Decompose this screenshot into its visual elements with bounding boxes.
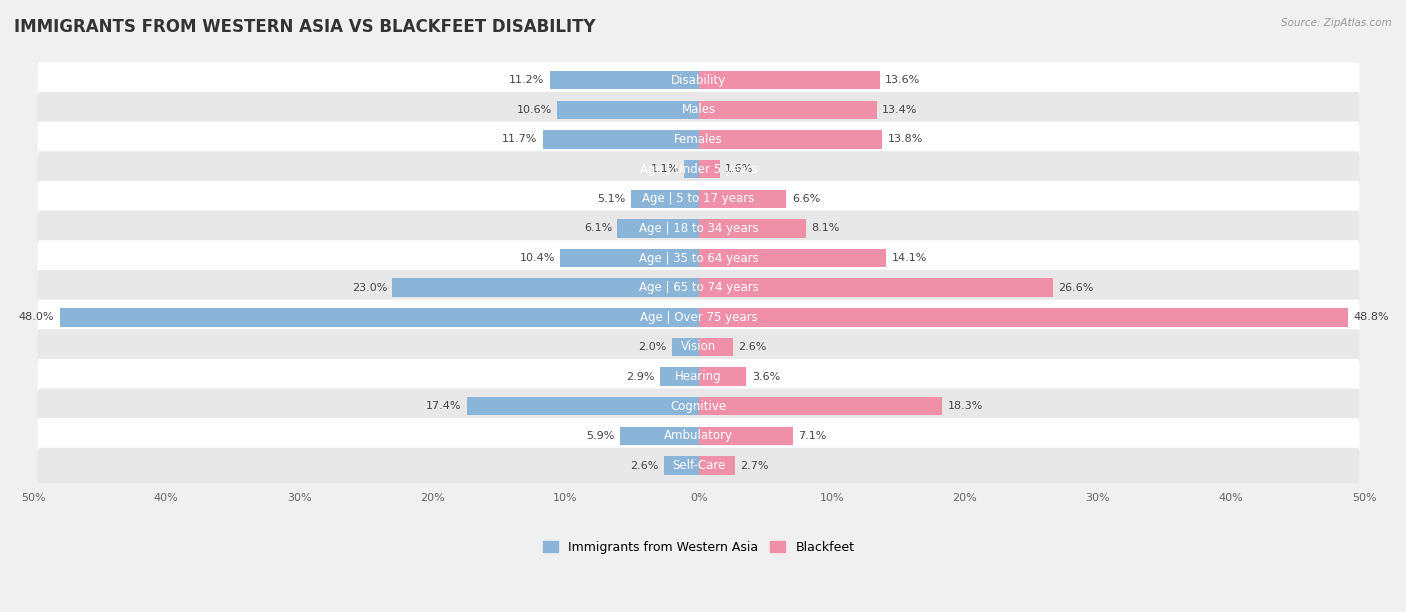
Text: Source: ZipAtlas.com: Source: ZipAtlas.com <box>1281 18 1392 28</box>
Text: Hearing: Hearing <box>675 370 721 383</box>
Text: 2.6%: 2.6% <box>630 461 658 471</box>
FancyBboxPatch shape <box>38 329 1360 365</box>
Text: 2.6%: 2.6% <box>738 342 766 352</box>
FancyBboxPatch shape <box>38 211 1360 246</box>
Text: IMMIGRANTS FROM WESTERN ASIA VS BLACKFEET DISABILITY: IMMIGRANTS FROM WESTERN ASIA VS BLACKFEE… <box>14 18 596 36</box>
Bar <box>560 249 699 267</box>
Text: 6.6%: 6.6% <box>792 193 820 204</box>
Bar <box>558 100 699 119</box>
Text: 2.0%: 2.0% <box>638 342 666 352</box>
Text: 14.1%: 14.1% <box>891 253 927 263</box>
Text: 10.6%: 10.6% <box>517 105 553 114</box>
Bar <box>699 219 807 237</box>
Text: 1.1%: 1.1% <box>651 164 679 174</box>
Bar <box>617 219 699 237</box>
Text: 13.6%: 13.6% <box>884 75 920 85</box>
Bar <box>683 160 699 178</box>
Text: Disability: Disability <box>671 73 727 86</box>
Text: 18.3%: 18.3% <box>948 401 983 411</box>
FancyBboxPatch shape <box>38 92 1360 127</box>
Text: 11.2%: 11.2% <box>509 75 544 85</box>
Bar <box>699 367 747 386</box>
Bar <box>699 308 1348 327</box>
Bar <box>699 457 734 475</box>
FancyBboxPatch shape <box>38 181 1360 217</box>
Text: Age | 35 to 64 years: Age | 35 to 64 years <box>638 252 758 264</box>
Bar <box>631 190 699 208</box>
Text: Age | 65 to 74 years: Age | 65 to 74 years <box>638 281 758 294</box>
Bar <box>620 427 699 445</box>
Bar <box>672 338 699 356</box>
Text: 7.1%: 7.1% <box>799 431 827 441</box>
Text: 11.7%: 11.7% <box>502 135 537 144</box>
FancyBboxPatch shape <box>38 241 1360 276</box>
Bar <box>699 249 886 267</box>
Text: 3.6%: 3.6% <box>752 371 780 382</box>
Bar <box>392 278 699 297</box>
Text: 2.9%: 2.9% <box>626 371 655 382</box>
Text: Females: Females <box>675 133 723 146</box>
Legend: Immigrants from Western Asia, Blackfeet: Immigrants from Western Asia, Blackfeet <box>537 536 859 559</box>
Text: 13.8%: 13.8% <box>887 135 922 144</box>
Bar <box>699 338 733 356</box>
Text: Age | 18 to 34 years: Age | 18 to 34 years <box>638 222 758 235</box>
Text: Age | Under 5 years: Age | Under 5 years <box>640 163 758 176</box>
Bar <box>659 367 699 386</box>
FancyBboxPatch shape <box>38 151 1360 187</box>
Bar <box>699 190 786 208</box>
Text: Males: Males <box>682 103 716 116</box>
FancyBboxPatch shape <box>38 448 1360 483</box>
Text: 1.6%: 1.6% <box>725 164 754 174</box>
FancyBboxPatch shape <box>38 122 1360 157</box>
Text: 5.1%: 5.1% <box>598 193 626 204</box>
FancyBboxPatch shape <box>38 62 1360 98</box>
Text: Age | Over 75 years: Age | Over 75 years <box>640 311 758 324</box>
Text: 23.0%: 23.0% <box>352 283 387 293</box>
Text: Vision: Vision <box>681 340 716 354</box>
Text: 26.6%: 26.6% <box>1057 283 1094 293</box>
Text: 6.1%: 6.1% <box>583 223 612 233</box>
Text: 8.1%: 8.1% <box>811 223 841 233</box>
Text: Ambulatory: Ambulatory <box>664 430 733 442</box>
Text: 2.7%: 2.7% <box>740 461 768 471</box>
Bar <box>467 397 699 416</box>
Bar <box>699 100 877 119</box>
Text: 17.4%: 17.4% <box>426 401 461 411</box>
Text: 10.4%: 10.4% <box>519 253 555 263</box>
Bar <box>664 457 699 475</box>
Bar <box>699 71 880 89</box>
Text: 5.9%: 5.9% <box>586 431 614 441</box>
Bar <box>699 160 720 178</box>
Text: Age | 5 to 17 years: Age | 5 to 17 years <box>643 192 755 205</box>
Bar <box>550 71 699 89</box>
Bar <box>543 130 699 149</box>
FancyBboxPatch shape <box>38 270 1360 305</box>
FancyBboxPatch shape <box>38 359 1360 394</box>
Bar <box>699 427 793 445</box>
Bar <box>699 278 1053 297</box>
Text: Self-Care: Self-Care <box>672 459 725 472</box>
Bar <box>699 130 882 149</box>
FancyBboxPatch shape <box>38 389 1360 424</box>
FancyBboxPatch shape <box>38 418 1360 453</box>
Bar <box>59 308 699 327</box>
Text: Cognitive: Cognitive <box>671 400 727 412</box>
Text: 48.0%: 48.0% <box>18 312 55 323</box>
Text: 13.4%: 13.4% <box>882 105 918 114</box>
Text: 48.8%: 48.8% <box>1354 312 1389 323</box>
FancyBboxPatch shape <box>38 299 1360 335</box>
Bar <box>699 397 942 416</box>
